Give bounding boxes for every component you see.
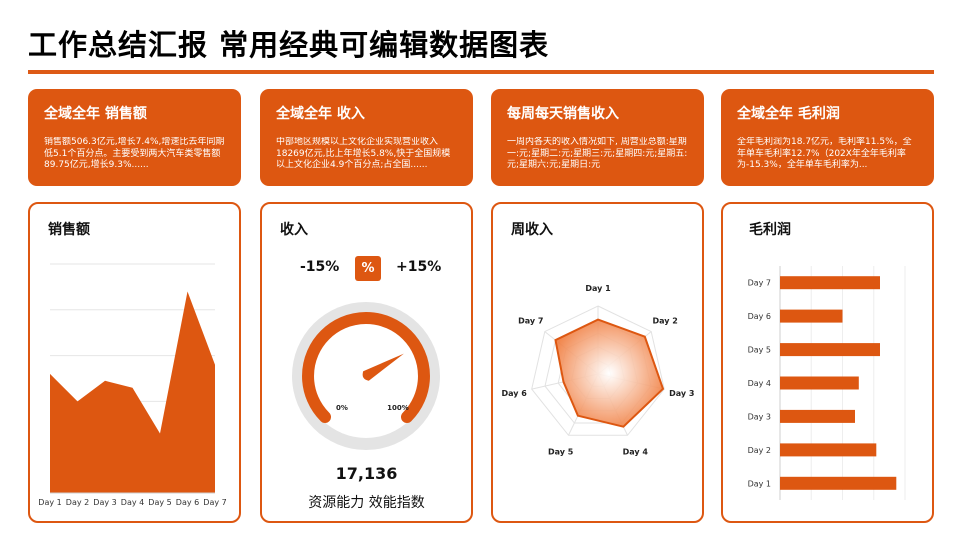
- chart-title: 销售额: [48, 222, 90, 238]
- y-tick-label: Day 7: [748, 279, 771, 288]
- profit-bar-chart: Day 1 Day 2 Day 3 Day 4 Day 5 Day 6 Day 7: [748, 266, 906, 500]
- radar-axis-label: Day 6: [502, 389, 528, 398]
- summary-card-title: 每周每天销售收入: [507, 106, 619, 122]
- y-tick-label: Day 5: [748, 346, 771, 355]
- y-tick-label: Day 4: [748, 379, 771, 388]
- bar: [780, 309, 843, 323]
- x-tick-label: Day 7: [203, 498, 226, 507]
- title-underline: [28, 70, 934, 74]
- gauge-caption: 资源能力 效能指数: [308, 495, 425, 511]
- chart-title: 周收入: [511, 222, 553, 238]
- summary-card-weekly: 每周每天销售收入 一周内各天的收入情况如下, 周营业总额:星期一:元;星期二:元…: [491, 89, 704, 186]
- profit-bar-chart-panel: 毛利润 Day 1 Day 2 Day 3 Day 4 Day 5 Day 6 Day 7: [721, 202, 934, 523]
- gauge-arc: [302, 311, 430, 423]
- sales-area-chart-panel: 销售额 Day 1 Day 2 Day 3 Day 4 Day 5 Day 6 Day 7: [28, 202, 241, 523]
- radar-axis-label: Day 2: [653, 316, 678, 325]
- radar-axis-label: Day 4: [623, 448, 649, 457]
- bar: [780, 376, 859, 390]
- chart-title: 毛利润: [749, 222, 791, 238]
- y-tick-label: Day 3: [748, 412, 771, 421]
- summary-card-income: 全域全年 收入 中部地区规模以上文化企业实现营业收入18269亿元,比上年增长5…: [260, 89, 473, 186]
- page-title: 工作总结汇报 常用经典可编辑数据图表: [28, 28, 550, 62]
- income-gauge-panel: 收入 -15% % +15% 0% 100% 17,136 资源能力 效能指数: [260, 202, 473, 523]
- summary-card-text: 中部地区规模以上文化企业实现营业收入18269亿元,比上年增长5.8%,快于全国…: [276, 137, 451, 171]
- x-tick-label: Day 4: [121, 498, 144, 507]
- radar-axis-label: Day 1: [585, 284, 611, 293]
- radar-grid-ring: [531, 305, 665, 436]
- x-tick-label: Day 5: [148, 498, 171, 507]
- summary-card-text: 全年毛利润为18.7亿元，毛利率11.5%，全年单车毛利率12.7%（202X年…: [737, 137, 912, 171]
- bar: [780, 409, 855, 423]
- gauge-value: 17,136: [335, 464, 398, 483]
- area-series: [50, 291, 215, 493]
- gauge-min-label: -15%: [300, 259, 340, 275]
- summary-card-text: 销售额506.3亿元,增长7.4%,增速比去年同期低5.1个百分点。主要受到两大…: [44, 137, 225, 171]
- summary-card-sales: 全域全年 销售额 销售额506.3亿元,增长7.4%,增速比去年同期低5.1个百…: [28, 89, 241, 186]
- x-tick-label: Day 2: [66, 498, 89, 507]
- bar: [780, 343, 880, 357]
- bar: [780, 476, 897, 490]
- x-tick-label: Day 1: [38, 498, 61, 507]
- radar-axis-label: Day 5: [548, 448, 574, 457]
- gauge-range-row: -15% % +15%: [262, 256, 471, 284]
- summary-card-title: 全域全年 收入: [276, 106, 365, 122]
- y-tick-label: Day 1: [748, 479, 771, 488]
- gauge-needle: [362, 353, 404, 381]
- gauge-scale-min: 0%: [336, 404, 348, 412]
- radar-axis-label: Day 3: [669, 389, 694, 398]
- percent-badge: %: [355, 256, 381, 281]
- gauge-dial: 0% 100%: [292, 302, 440, 450]
- summary-card-title: 全域全年 销售额: [44, 106, 147, 122]
- gauge-scale-max: 100%: [387, 404, 409, 412]
- radar-axis-label: Day 7: [518, 316, 543, 325]
- weekly-radar-chart: Day 1 Day 2 Day 3 Day 4 Day 5 Day 6 Day 7: [502, 284, 695, 457]
- y-tick-label: Day 6: [748, 312, 771, 321]
- x-tick-label: Day 3: [93, 498, 116, 507]
- weekly-radar-chart-panel: 周收入 Day 1 Day 2 Day 3 Day 4 Day 5 Day 6 Day 7: [491, 202, 704, 523]
- sales-area-chart: Day 1 Day 2 Day 3 Day 4 Day 5 Day 6 Day 7: [38, 263, 227, 507]
- radar-series: [554, 318, 665, 428]
- summary-card-title: 全域全年 毛利润: [737, 106, 840, 122]
- summary-card-text: 一周内各天的收入情况如下, 周营业总额:星期一:元;星期二:元;星期三:元;星期…: [507, 137, 688, 171]
- y-tick-label: Day 2: [748, 446, 771, 455]
- bar: [780, 276, 880, 290]
- chart-title: 收入: [280, 222, 308, 238]
- gauge-max-label: +15%: [396, 259, 442, 275]
- bar: [780, 443, 877, 457]
- summary-card-profit: 全域全年 毛利润 全年毛利润为18.7亿元，毛利率11.5%，全年单车毛利率12…: [721, 89, 934, 186]
- x-tick-label: Day 6: [176, 498, 199, 507]
